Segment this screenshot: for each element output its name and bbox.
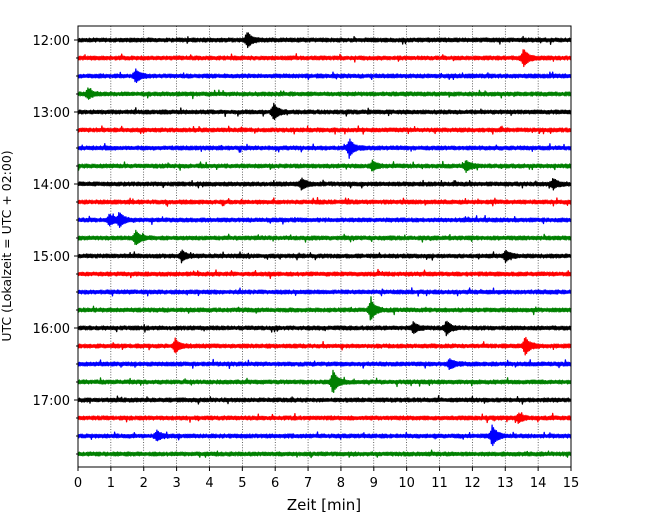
- x-tick-label: 0: [74, 476, 82, 491]
- y-axis: 12:00 13:00 14:00 15:00 16:00 17:00: [33, 34, 78, 455]
- trace-1445: [77, 229, 572, 246]
- trace-1530: [77, 287, 572, 297]
- y-tick-label: 13:00: [33, 106, 70, 121]
- trace-1400: [77, 177, 572, 191]
- x-tick-label: 1: [107, 476, 115, 491]
- y-tick-label: 12:00: [33, 34, 70, 49]
- trace-1300: [77, 102, 572, 120]
- x-axis-label: Zeit [min]: [287, 496, 361, 514]
- trace-1245: [77, 87, 572, 100]
- x-tick-label: 11: [431, 476, 448, 491]
- trace-1645: [77, 369, 572, 394]
- x-tick-label: 12: [464, 476, 481, 491]
- x-axis: 0 1 2 3 4 5 6 7 8 9 10 11 12 13 14 15: [74, 467, 579, 491]
- x-tick-label: 7: [304, 476, 312, 491]
- x-tick-label: 8: [337, 476, 345, 491]
- trace-1330: [77, 138, 572, 159]
- x-tick-label: 4: [205, 476, 213, 491]
- plot-frame: [77, 25, 572, 468]
- x-tick-label: 13: [497, 476, 514, 491]
- trace-1545: [77, 296, 572, 321]
- x-tick-label: 14: [530, 476, 547, 491]
- trace-1630: [77, 358, 572, 371]
- trace-1315: [77, 125, 572, 135]
- seismogram-traces: [77, 32, 572, 459]
- x-tick-label: 15: [563, 476, 580, 491]
- trace-1715: [77, 412, 572, 424]
- vertical-grid: [110, 26, 539, 467]
- y-axis-label: UTC (Lokalzeit = UTC + 02:00): [0, 150, 14, 341]
- y-tick-label: 14:00: [33, 178, 70, 193]
- trace-1415: [77, 197, 572, 207]
- x-tick-label: 9: [370, 476, 378, 491]
- trace-1615: [77, 336, 572, 356]
- x-tick-label: 10: [398, 476, 415, 491]
- trace-1430: [77, 211, 572, 228]
- x-tick-label: 2: [140, 476, 148, 491]
- y-tick-label: 15:00: [33, 250, 70, 265]
- trace-1600: [77, 320, 572, 337]
- trace-1515: [77, 268, 572, 280]
- trace-1500: [77, 249, 572, 264]
- trace-1745: [77, 449, 572, 459]
- trace-1700: [77, 395, 572, 405]
- trace-1730: [77, 424, 572, 447]
- trace-1345: [77, 159, 572, 173]
- trace-1215: [77, 49, 572, 68]
- trace-1200: [77, 32, 572, 49]
- x-tick-label: 6: [271, 476, 279, 491]
- y-tick-label: 17:00: [33, 394, 70, 409]
- y-tick-label: 16:00: [33, 322, 70, 337]
- x-tick-label: 5: [238, 476, 246, 491]
- trace-1230: [77, 68, 572, 84]
- x-tick-label: 3: [172, 476, 180, 491]
